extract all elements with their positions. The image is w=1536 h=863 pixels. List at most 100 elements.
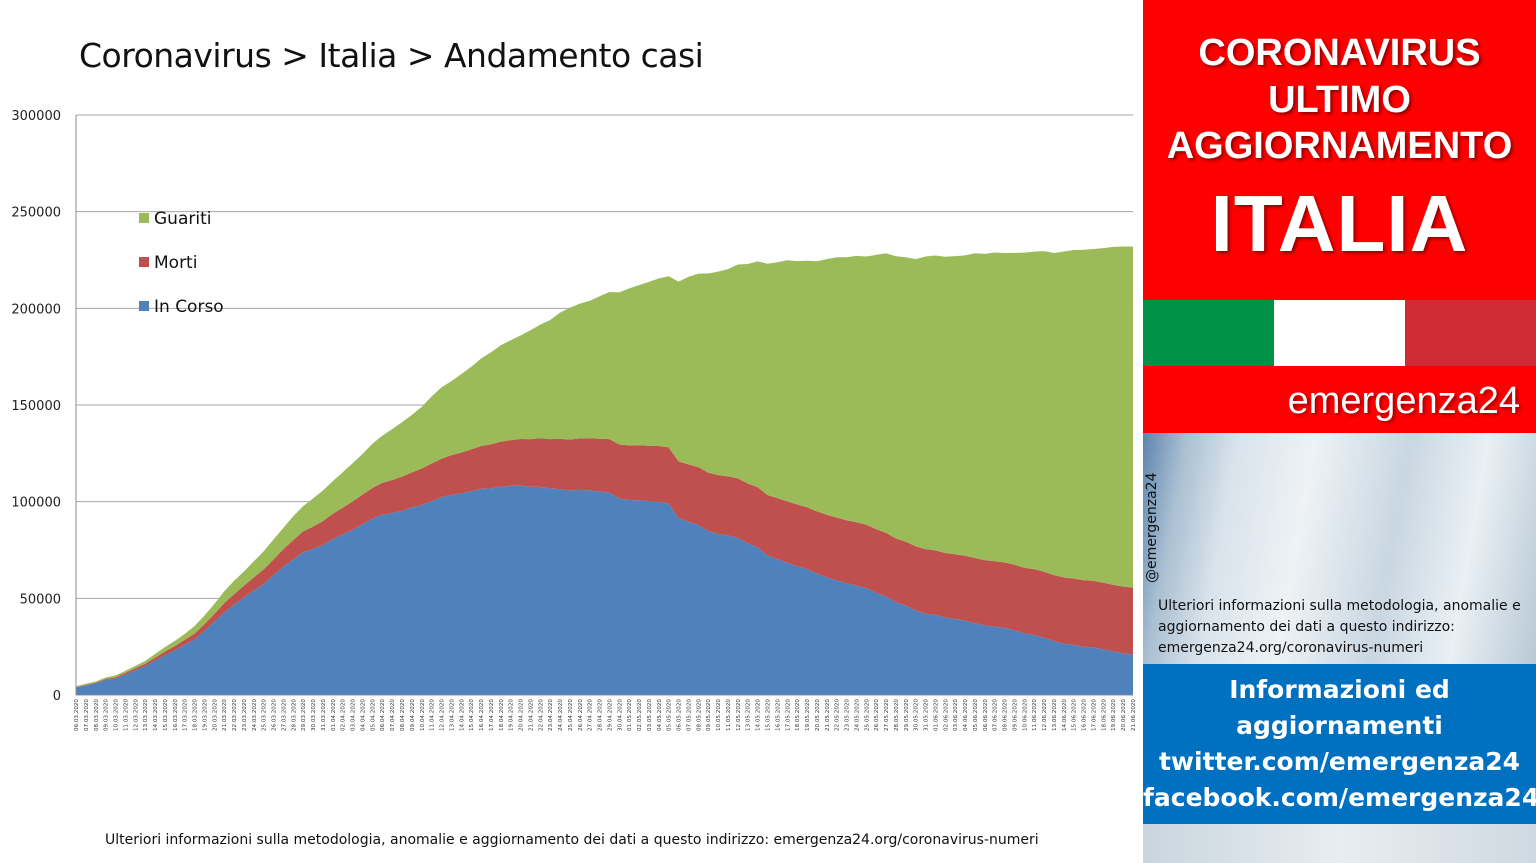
x-tick-label: 19.04.2020 xyxy=(509,699,515,731)
x-tick-label: 27.04.2020 xyxy=(588,699,594,731)
x-tick-label: 03.04.2020 xyxy=(351,699,357,731)
x-tick-label: 12.06.2020 xyxy=(1042,699,1048,731)
x-tick-label: 09.04.2020 xyxy=(410,699,416,731)
x-tick-label: 09.03.2020 xyxy=(104,699,110,731)
x-tick-label: 20.05.2020 xyxy=(815,699,821,731)
x-tick-label: 29.03.2020 xyxy=(301,699,307,731)
area-guariti xyxy=(76,246,1133,688)
x-tick-label: 13.03.2020 xyxy=(143,699,149,731)
y-tick-label: 150000 xyxy=(11,399,61,414)
x-tick-label: 28.04.2020 xyxy=(598,699,604,731)
x-tick-label: 17.05.2020 xyxy=(785,699,791,731)
x-tick-label: 22.03.2020 xyxy=(232,699,238,731)
x-tick-label: 18.05.2020 xyxy=(795,699,801,731)
x-tick-label: 15.05.2020 xyxy=(766,699,772,731)
x-tick-label: 06.05.2020 xyxy=(677,699,683,731)
italian-flag xyxy=(1143,300,1536,366)
x-tick-label: 18.03.2020 xyxy=(193,699,199,731)
x-tick-label: 08.05.2020 xyxy=(696,699,702,731)
x-tick-label: 24.03.2020 xyxy=(252,699,258,731)
area-morti xyxy=(76,438,1133,688)
legend-swatch xyxy=(139,257,149,267)
x-tick-label: 26.03.2020 xyxy=(272,699,278,731)
x-tick-label: 06.06.2020 xyxy=(983,699,989,731)
x-tick-label: 25.04.2020 xyxy=(568,699,574,731)
flag-stripe-green xyxy=(1143,300,1274,366)
y-tick-label: 100000 xyxy=(11,496,61,511)
x-tick-label: 24.05.2020 xyxy=(854,699,860,731)
x-tick-label: 18.04.2020 xyxy=(499,699,505,731)
x-tick-label: 27.05.2020 xyxy=(884,699,890,731)
headline-country: ITALIA xyxy=(1210,179,1469,268)
x-tick-label: 15.03.2020 xyxy=(163,699,169,731)
x-tick-label: 20.03.2020 xyxy=(212,699,218,731)
x-tick-label: 03.05.2020 xyxy=(647,699,653,731)
background-photo: @emergenza24 Ulteriori informazioni sull… xyxy=(1143,433,1536,664)
flag-stripe-red xyxy=(1405,300,1536,366)
x-tick-label: 19.03.2020 xyxy=(202,699,208,731)
x-tick-label: 30.03.2020 xyxy=(311,699,317,731)
x-tick-label: 14.05.2020 xyxy=(756,699,762,731)
facebook-link[interactable]: facebook.com/emergenza24 xyxy=(1143,783,1536,812)
legend-label: In Corso xyxy=(154,297,224,317)
x-tick-label: 12.03.2020 xyxy=(133,699,139,731)
x-tick-label: 14.06.2020 xyxy=(1062,699,1068,731)
x-tick-label: 10.06.2020 xyxy=(1022,699,1028,731)
x-tick-label: 20.06.2020 xyxy=(1121,699,1127,731)
x-tick-label: 05.06.2020 xyxy=(973,699,979,731)
x-tick-label: 11.05.2020 xyxy=(726,699,732,731)
footer-note: Ulteriori informazioni sulla metodologia… xyxy=(105,832,1039,848)
y-tick-label: 300000 xyxy=(11,109,61,124)
x-tick-label: 28.05.2020 xyxy=(894,699,900,731)
x-tick-label: 01.05.2020 xyxy=(627,699,633,731)
x-tick-label: 19.06.2020 xyxy=(1111,699,1117,731)
legend-swatch xyxy=(139,301,149,311)
side-note: Ulteriori informazioni sulla metodologia… xyxy=(1158,598,1521,656)
x-tick-label: 20.04.2020 xyxy=(519,699,525,731)
x-tick-label: 12.05.2020 xyxy=(736,699,742,731)
x-tick-label: 19.05.2020 xyxy=(805,699,811,731)
legend-swatch xyxy=(139,213,149,223)
x-tick-label: 26.04.2020 xyxy=(578,699,584,731)
twitter-link[interactable]: twitter.com/emergenza24 xyxy=(1158,747,1521,776)
legend: Guariti Morti In Corso xyxy=(139,209,224,317)
x-tick-label: 13.04.2020 xyxy=(449,699,455,731)
x-tick-label: 11.03.2020 xyxy=(123,699,129,731)
x-tick-label: 16.04.2020 xyxy=(479,699,485,731)
brand-name: emergenza24 xyxy=(1287,380,1520,422)
x-tick-label: 02.05.2020 xyxy=(637,699,643,731)
x-tick-label: 07.05.2020 xyxy=(686,699,692,731)
x-tick-label: 29.04.2020 xyxy=(607,699,613,731)
x-tick-label: 06.03.2020 xyxy=(74,699,80,731)
x-tick-label: 22.05.2020 xyxy=(835,699,841,731)
x-tick-label: 24.04.2020 xyxy=(558,699,564,731)
x-tick-label: 01.04.2020 xyxy=(331,699,337,731)
x-tick-label: 12.04.2020 xyxy=(440,699,446,731)
x-tick-label: 07.04.2020 xyxy=(390,699,396,731)
x-tick-label: 06.04.2020 xyxy=(380,699,386,731)
headline-box: CORONAVIRUS ULTIMO AGGIORNAMENTO ITALIA xyxy=(1143,0,1536,300)
x-tick-label: 13.05.2020 xyxy=(746,699,752,731)
side-bottom-strip xyxy=(1143,824,1536,863)
x-tick-label: 04.04.2020 xyxy=(360,699,366,731)
headline-line-1: CORONAVIRUS xyxy=(1198,32,1481,74)
brand-bar: emergenza24 xyxy=(1143,366,1536,433)
x-tick-label: 27.03.2020 xyxy=(281,699,287,731)
x-tick-label: 25.03.2020 xyxy=(262,699,268,731)
x-tick-label: 03.06.2020 xyxy=(953,699,959,731)
x-tick-label: 15.06.2020 xyxy=(1072,699,1078,731)
x-tick-label: 10.04.2020 xyxy=(420,699,426,731)
x-tick-label: 16.06.2020 xyxy=(1082,699,1088,731)
axes: 0 50000 100000 150000 200000 250000 300000 06.0… xyxy=(11,109,1137,731)
x-tick-label: 16.05.2020 xyxy=(775,699,781,731)
x-tick-label: 13.06.2020 xyxy=(1052,699,1058,731)
x-tick-label: 21.05.2020 xyxy=(825,699,831,731)
x-tick-label: 10.05.2020 xyxy=(716,699,722,731)
x-tick-label: 17.03.2020 xyxy=(183,699,189,731)
area-in-corso xyxy=(76,485,1133,695)
x-tick-label: 08.03.2020 xyxy=(94,699,100,731)
x-tick-label: 14.03.2020 xyxy=(153,699,159,731)
x-tick-label: 09.06.2020 xyxy=(1012,699,1018,731)
x-tick-label: 11.04.2020 xyxy=(430,699,436,731)
x-tick-label: 16.03.2020 xyxy=(173,699,179,731)
